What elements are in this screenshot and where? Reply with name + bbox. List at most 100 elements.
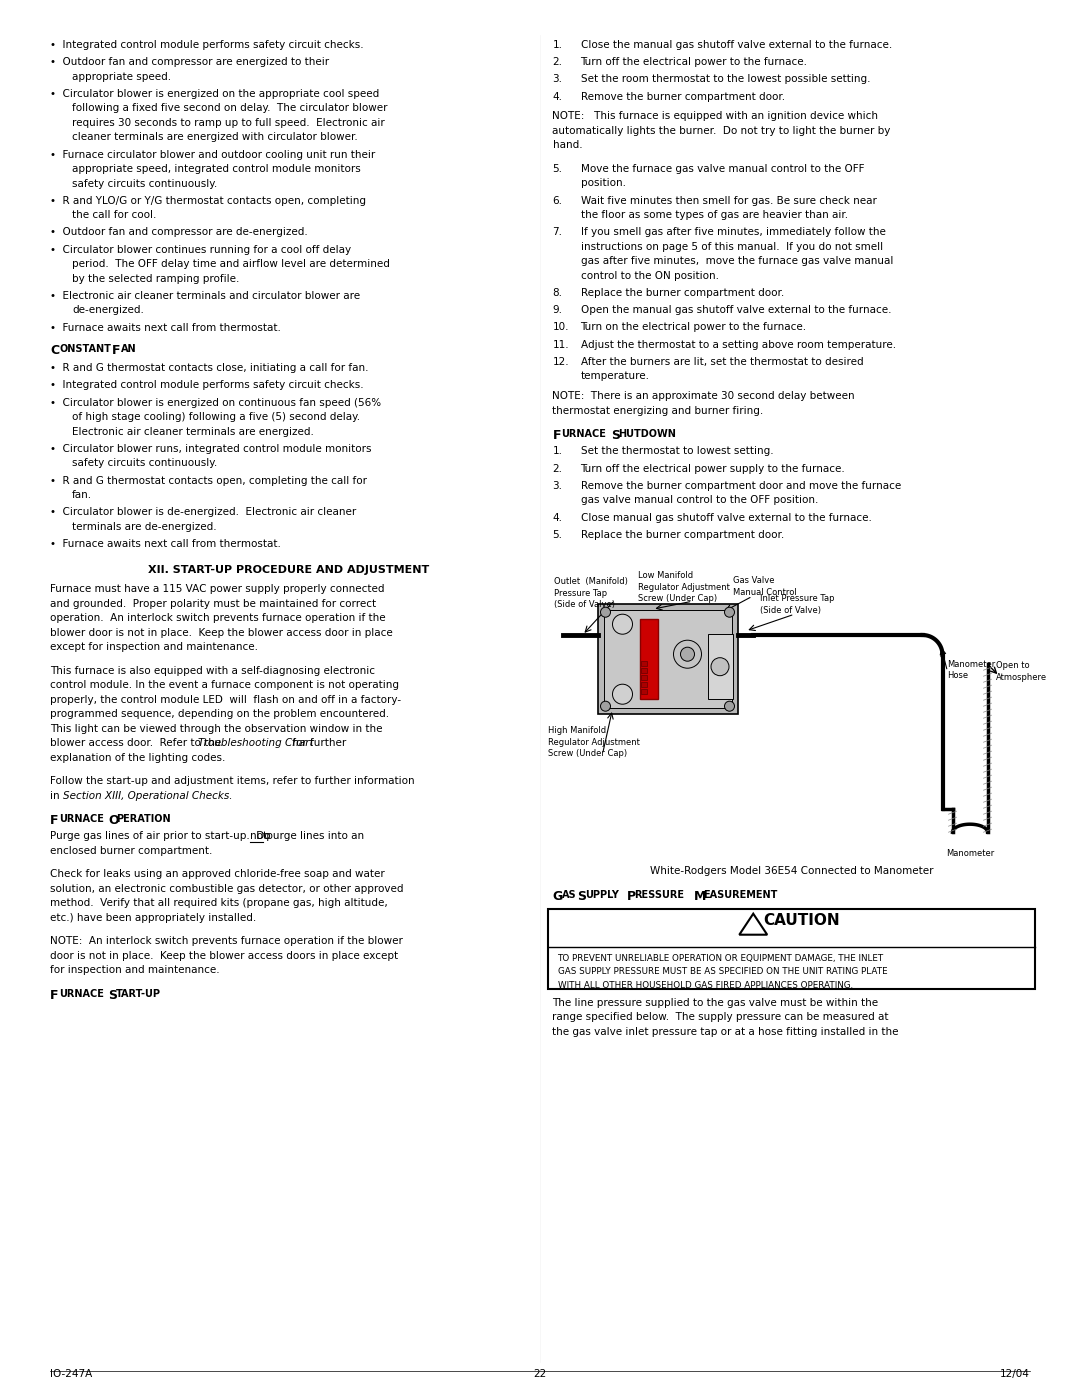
Text: •  Circulator blower is energized on continuous fan speed (56%: • Circulator blower is energized on cont…: [50, 398, 381, 408]
Text: M: M: [694, 890, 706, 902]
Text: Troubleshooting Chart: Troubleshooting Chart: [198, 738, 313, 749]
Text: Remove the burner compartment door.: Remove the burner compartment door.: [581, 92, 785, 102]
Text: de-energized.: de-energized.: [72, 306, 144, 316]
Text: High Manifold: High Manifold: [548, 726, 606, 735]
Text: ONSTANT: ONSTANT: [59, 344, 111, 355]
Text: not: not: [251, 831, 267, 841]
Circle shape: [680, 647, 694, 661]
Circle shape: [711, 658, 729, 676]
Text: appropriate speed, integrated control module monitors: appropriate speed, integrated control mo…: [72, 163, 361, 175]
Text: Outlet  (Manifold): Outlet (Manifold): [554, 577, 629, 587]
Text: enclosed burner compartment.: enclosed burner compartment.: [50, 847, 213, 856]
Text: Remove the burner compartment door and move the furnace: Remove the burner compartment door and m…: [581, 481, 901, 490]
Text: •  Outdoor fan and compressor are de-energized.: • Outdoor fan and compressor are de-ener…: [50, 228, 308, 237]
Circle shape: [725, 701, 734, 711]
Text: except for inspection and maintenance.: except for inspection and maintenance.: [50, 643, 258, 652]
Text: Check for leaks using an approved chloride-free soap and water: Check for leaks using an approved chlori…: [50, 869, 384, 879]
Text: XII. START-UP PROCEDURE AND ADJUSTMENT: XII. START-UP PROCEDURE AND ADJUSTMENT: [148, 566, 430, 576]
Text: 2.: 2.: [553, 464, 563, 474]
Text: •  Electronic air cleaner terminals and circulator blower are: • Electronic air cleaner terminals and c…: [50, 291, 360, 300]
Text: for further: for further: [289, 738, 347, 749]
Text: Regulator Adjustment: Regulator Adjustment: [548, 738, 639, 747]
Text: Close manual gas shutoff valve external to the furnace.: Close manual gas shutoff valve external …: [581, 513, 872, 522]
Text: •  Circulator blower is energized on the appropriate cool speed: • Circulator blower is energized on the …: [50, 89, 379, 99]
Text: WITH ALL OTHER HOUSEHOLD GAS FIRED APPLIANCES OPERATING.: WITH ALL OTHER HOUSEHOLD GAS FIRED APPLI…: [557, 981, 852, 989]
Text: safety circuits continuously.: safety circuits continuously.: [72, 458, 217, 468]
Text: This furnace is also equipped with a self-diagnosing electronic: This furnace is also equipped with a sel…: [50, 666, 375, 676]
Text: •  R and G thermostat contacts close, initiating a call for fan.: • R and G thermostat contacts close, ini…: [50, 363, 368, 373]
FancyBboxPatch shape: [604, 610, 731, 708]
Text: Replace the burner compartment door.: Replace the burner compartment door.: [581, 288, 784, 298]
Text: S: S: [577, 890, 586, 902]
Text: •  Furnace circulator blower and outdoor cooling unit run their: • Furnace circulator blower and outdoor …: [50, 149, 375, 159]
Text: IO-247A: IO-247A: [50, 1369, 92, 1379]
Text: (Side of Valve): (Side of Valve): [759, 606, 821, 615]
Polygon shape: [740, 914, 767, 935]
Text: appropriate speed.: appropriate speed.: [72, 71, 171, 81]
Text: Turn on the electrical power to the furnace.: Turn on the electrical power to the furn…: [581, 323, 807, 332]
Text: NOTE:   This furnace is equipped with an ignition device which: NOTE: This furnace is equipped with an i…: [553, 112, 878, 122]
Text: F: F: [50, 814, 58, 827]
Text: 11.: 11.: [553, 339, 569, 349]
Text: •  Circulator blower runs, integrated control module monitors: • Circulator blower runs, integrated con…: [50, 444, 372, 454]
Text: 5.: 5.: [553, 163, 563, 175]
Text: 2.: 2.: [553, 57, 563, 67]
Text: NOTE:  An interlock switch prevents furnace operation if the blower: NOTE: An interlock switch prevents furna…: [50, 936, 403, 946]
Text: terminals are de-energized.: terminals are de-energized.: [72, 522, 217, 532]
Text: 1.: 1.: [553, 447, 563, 457]
Text: •  Integrated control module performs safety circuit checks.: • Integrated control module performs saf…: [50, 41, 364, 50]
Text: CAUTION: CAUTION: [762, 914, 839, 928]
Text: hand.: hand.: [553, 141, 582, 151]
Text: 7.: 7.: [553, 228, 563, 237]
Text: 12/04: 12/04: [1000, 1369, 1030, 1379]
Text: GAS SUPPLY PRESSURE MUST BE AS SPECIFIED ON THE UNIT RATING PLATE: GAS SUPPLY PRESSURE MUST BE AS SPECIFIED…: [557, 967, 887, 977]
Text: of high stage cooling) following a five (5) second delay.: of high stage cooling) following a five …: [72, 412, 360, 422]
Text: control module. In the event a furnace component is not operating: control module. In the event a furnace c…: [50, 680, 399, 690]
Text: 1.: 1.: [553, 41, 563, 50]
Text: safety circuits continuously.: safety circuits continuously.: [72, 179, 217, 189]
Circle shape: [612, 615, 633, 634]
Text: purge lines into an: purge lines into an: [264, 831, 364, 841]
Text: Close the manual gas shutoff valve external to the furnace.: Close the manual gas shutoff valve exter…: [581, 41, 892, 50]
Text: F: F: [112, 344, 121, 358]
Text: Gas Valve: Gas Valve: [732, 576, 774, 585]
Text: S: S: [611, 429, 620, 443]
Text: blower door is not in place.  Keep the blower access door in place: blower door is not in place. Keep the bl…: [50, 627, 393, 637]
Text: (Side of Valve): (Side of Valve): [554, 601, 616, 609]
Text: •  Integrated control module performs safety circuit checks.: • Integrated control module performs saf…: [50, 380, 364, 391]
Text: solution, an electronic combustible gas detector, or other approved: solution, an electronic combustible gas …: [50, 884, 404, 894]
Circle shape: [600, 608, 610, 617]
Text: O: O: [108, 814, 119, 827]
Text: Atmosphere: Atmosphere: [996, 673, 1047, 682]
Text: the floor as some types of gas are heavier than air.: the floor as some types of gas are heavi…: [581, 210, 848, 221]
Text: •  Circulator blower continues running for a cool off delay: • Circulator blower continues running fo…: [50, 244, 351, 254]
Text: Section XIII, Operational Checks.: Section XIII, Operational Checks.: [63, 791, 232, 800]
Text: 10.: 10.: [553, 323, 569, 332]
Text: gas valve manual control to the OFF position.: gas valve manual control to the OFF posi…: [581, 496, 818, 506]
Text: AN: AN: [121, 344, 136, 355]
Text: S: S: [108, 989, 117, 1002]
Text: URNACE: URNACE: [59, 814, 104, 824]
Text: Turn off the electrical power supply to the furnace.: Turn off the electrical power supply to …: [581, 464, 846, 474]
Text: etc.) have been appropriately installed.: etc.) have been appropriately installed.: [50, 912, 256, 923]
Text: HUTDOWN: HUTDOWN: [618, 429, 676, 439]
Text: 6.: 6.: [553, 196, 563, 205]
FancyBboxPatch shape: [707, 634, 732, 700]
Text: the call for cool.: the call for cool.: [72, 211, 157, 221]
Text: Inlet Pressure Tap: Inlet Pressure Tap: [759, 594, 834, 604]
Text: Manometer: Manometer: [947, 659, 996, 669]
Text: and grounded.  Proper polarity must be maintained for correct: and grounded. Proper polarity must be ma…: [50, 599, 376, 609]
FancyBboxPatch shape: [640, 682, 647, 687]
Text: control to the ON position.: control to the ON position.: [581, 271, 718, 281]
Text: 22: 22: [534, 1369, 546, 1379]
Text: Hose: Hose: [947, 672, 969, 680]
Text: C: C: [50, 344, 59, 358]
Text: TO PREVENT UNRELIABLE OPERATION OR EQUIPMENT DAMAGE, THE INLET: TO PREVENT UNRELIABLE OPERATION OR EQUIP…: [557, 954, 883, 963]
Text: the gas valve inlet pressure tap or at a hose fitting installed in the: the gas valve inlet pressure tap or at a…: [553, 1027, 899, 1037]
Text: operation.  An interlock switch prevents furnace operation if the: operation. An interlock switch prevents …: [50, 613, 386, 623]
Text: 4.: 4.: [553, 513, 563, 522]
Text: by the selected ramping profile.: by the selected ramping profile.: [72, 274, 240, 284]
Text: PERATION: PERATION: [117, 814, 171, 824]
Text: Pressure Tap: Pressure Tap: [554, 588, 608, 598]
Text: Furnace must have a 115 VAC power supply properly connected: Furnace must have a 115 VAC power supply…: [50, 584, 384, 594]
